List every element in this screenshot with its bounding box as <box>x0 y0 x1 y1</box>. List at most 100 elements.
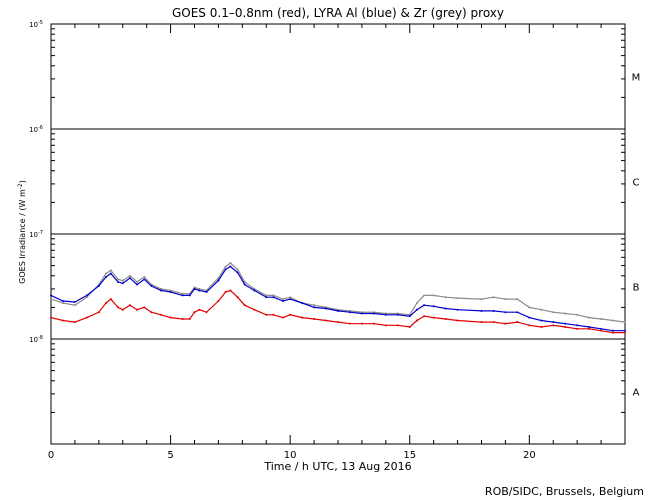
series-point <box>217 279 220 282</box>
series-point <box>480 309 483 312</box>
series-point <box>105 272 108 275</box>
plot-area <box>50 23 626 445</box>
series-point <box>188 294 191 297</box>
series-point <box>480 298 483 301</box>
series-point <box>564 326 567 329</box>
series-point <box>128 277 131 280</box>
series-point <box>61 302 64 305</box>
series-point <box>236 296 239 299</box>
series-point <box>243 280 246 283</box>
flare-class-label: M <box>632 73 641 84</box>
series-point <box>576 313 579 316</box>
y-tick-exponent: -7 <box>38 230 43 236</box>
series-line <box>50 289 625 334</box>
series-point <box>169 316 172 319</box>
series-point <box>384 324 387 327</box>
series-point <box>272 313 275 316</box>
series-point <box>160 313 163 316</box>
series-point <box>97 284 100 287</box>
series-point <box>289 296 292 299</box>
flare-class-labels: A B C M <box>632 73 641 399</box>
series-point <box>50 316 52 319</box>
x-tick-label: 0 <box>48 450 54 461</box>
series-point <box>50 298 52 301</box>
series-point <box>109 298 112 301</box>
series-point <box>136 308 139 311</box>
series-point <box>624 331 626 334</box>
series-point <box>396 313 399 316</box>
series-point <box>85 296 88 299</box>
series-point <box>229 261 232 264</box>
series-point <box>97 311 100 314</box>
series-point <box>236 271 239 274</box>
series-point <box>444 296 447 299</box>
series-point <box>150 311 153 314</box>
series-point <box>552 324 555 327</box>
series-point <box>415 308 418 311</box>
series-point <box>50 294 52 297</box>
series-point <box>396 324 399 327</box>
series-point <box>492 296 495 299</box>
series-point <box>121 308 124 311</box>
series-point <box>624 321 626 324</box>
series-point <box>160 289 163 292</box>
series-point <box>540 308 543 311</box>
series-point <box>272 296 275 299</box>
series-point <box>289 313 292 316</box>
series-point <box>516 298 519 301</box>
series-point <box>564 322 567 325</box>
series-point <box>105 275 108 278</box>
series-point <box>408 326 411 329</box>
series-point <box>552 311 555 314</box>
series-point <box>372 322 375 325</box>
series-point <box>73 301 76 304</box>
series-point <box>198 308 201 311</box>
series-point <box>528 316 531 319</box>
y-axis-label: GOES Irradiance / (W m-2) <box>17 180 27 284</box>
series-point <box>116 306 119 309</box>
series-point <box>150 284 153 287</box>
y-axis-label-close: ) <box>18 180 27 183</box>
series-point <box>456 308 459 311</box>
series-point <box>456 319 459 322</box>
series-point <box>423 304 426 307</box>
series-point <box>265 313 268 316</box>
series-point <box>181 294 184 297</box>
y-tick-label: 10-6 <box>29 125 43 134</box>
y-tick-label: 10-7 <box>29 230 43 239</box>
series-point <box>588 326 591 329</box>
x-tick-label: 15 <box>403 450 416 461</box>
series-point <box>423 315 426 318</box>
series-point <box>121 282 124 285</box>
series-point <box>423 294 426 297</box>
series-point <box>600 318 603 321</box>
series-point <box>444 307 447 310</box>
series-point <box>540 326 543 329</box>
series-point <box>528 306 531 309</box>
series-point <box>612 331 615 334</box>
series-point <box>337 309 339 312</box>
y-tick-label: 10-5 <box>29 20 43 29</box>
series-point <box>540 319 543 322</box>
series-point <box>281 316 284 319</box>
series-point <box>624 329 626 332</box>
series-point <box>85 316 88 319</box>
series-point <box>181 292 184 295</box>
series-line <box>50 262 626 323</box>
series-point <box>169 291 172 294</box>
series-point <box>281 298 284 301</box>
series-point <box>236 268 239 271</box>
series-point <box>188 318 191 321</box>
series-point <box>313 318 316 321</box>
series-point <box>492 321 495 324</box>
series-point <box>229 289 232 292</box>
flare-class-label: A <box>633 388 640 399</box>
series-point <box>217 300 220 303</box>
series-point <box>516 311 519 314</box>
y-axis-label-main: GOES Irradiance / (W m <box>18 189 27 284</box>
series-point <box>61 300 64 303</box>
series-point <box>444 318 447 321</box>
series-point <box>243 283 246 286</box>
